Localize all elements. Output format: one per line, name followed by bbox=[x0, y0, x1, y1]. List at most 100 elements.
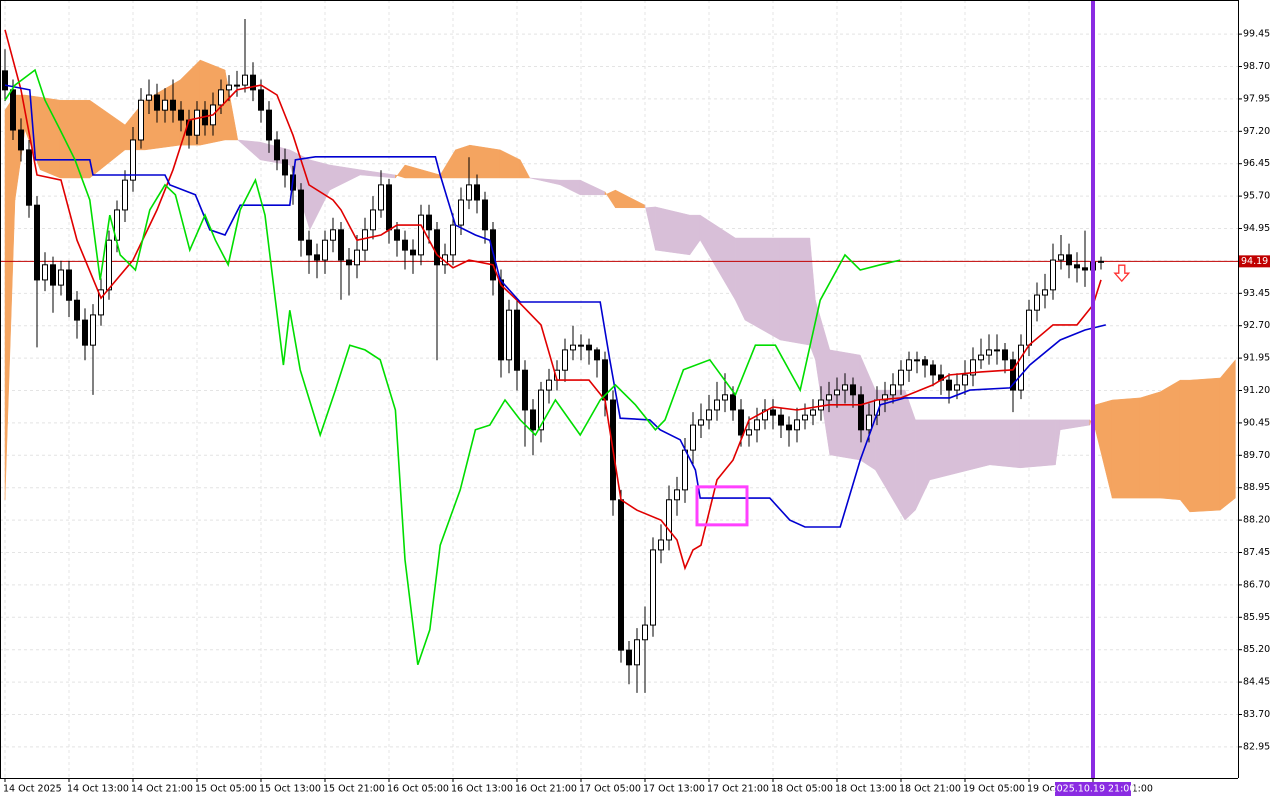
candle-body bbox=[1042, 289, 1048, 296]
candle-body bbox=[34, 204, 40, 281]
y-tick-label: 99.45 bbox=[1243, 29, 1270, 40]
signal-arrow bbox=[1113, 264, 1131, 283]
y-tick-label: 94.95 bbox=[1243, 223, 1270, 234]
candle-body bbox=[738, 409, 744, 436]
candle-body bbox=[682, 449, 688, 491]
y-tick-label: 92.70 bbox=[1243, 320, 1270, 331]
candle-body bbox=[842, 384, 848, 391]
candle-body bbox=[394, 229, 400, 241]
candle-body bbox=[466, 184, 472, 201]
candle-body bbox=[218, 89, 224, 106]
candle-body bbox=[298, 189, 304, 241]
candle-body bbox=[970, 359, 976, 376]
cloud-segment bbox=[989, 419, 1021, 469]
y-tick-label: 96.45 bbox=[1243, 158, 1270, 169]
y-tick-label: 91.95 bbox=[1243, 353, 1270, 364]
candle-body bbox=[818, 399, 824, 411]
candle-body bbox=[426, 214, 432, 231]
candle-body bbox=[906, 359, 912, 371]
y-tick-label: 97.95 bbox=[1243, 93, 1270, 104]
candle-body bbox=[578, 344, 584, 347]
candle-body bbox=[1002, 349, 1008, 361]
candle-body bbox=[834, 389, 840, 396]
x-tick-label: 18 Oct 05:00 bbox=[771, 784, 833, 795]
candle-body bbox=[762, 409, 768, 421]
x-tick-label: 16 Oct 13:00 bbox=[451, 784, 513, 795]
candle-body bbox=[994, 349, 1000, 352]
candle-body bbox=[546, 379, 552, 391]
candle-body bbox=[618, 499, 624, 651]
candle-body bbox=[722, 394, 728, 401]
y-tick-label: 89.70 bbox=[1243, 450, 1270, 461]
x-tick-label: 16 Oct 21:00 bbox=[515, 784, 577, 795]
candle-body bbox=[354, 249, 360, 266]
cloud-segment bbox=[519, 159, 531, 179]
candle-body bbox=[1018, 344, 1024, 391]
candle-body bbox=[1050, 259, 1056, 291]
x-tick-label: 18 Oct 21:00 bbox=[899, 784, 961, 795]
y-tick-label: 95.70 bbox=[1243, 191, 1270, 202]
candle-body bbox=[530, 409, 536, 431]
candle-body bbox=[90, 314, 96, 346]
candle-body bbox=[194, 109, 200, 136]
candle-body bbox=[986, 349, 992, 356]
candle-body bbox=[1066, 254, 1072, 266]
y-tick-label: 84.45 bbox=[1243, 677, 1270, 688]
candle-body bbox=[82, 319, 88, 346]
candle-body bbox=[338, 229, 344, 261]
cloud-segment bbox=[1159, 379, 1181, 501]
candle-body bbox=[946, 379, 952, 391]
indicator-line bbox=[4, 68, 901, 666]
y-tick-label: 85.95 bbox=[1243, 612, 1270, 623]
candle-body bbox=[930, 364, 936, 376]
candle-body bbox=[234, 84, 240, 87]
candle-body bbox=[786, 424, 792, 431]
candle-body bbox=[642, 624, 648, 641]
candle-body bbox=[330, 229, 336, 241]
candle-body bbox=[74, 299, 80, 321]
candle-body bbox=[282, 159, 288, 176]
cloud-segment bbox=[1189, 377, 1221, 513]
candle-body bbox=[266, 109, 272, 141]
cloud-segment bbox=[1179, 379, 1191, 513]
candle-body bbox=[674, 489, 680, 501]
candle-body bbox=[418, 214, 424, 256]
candle-body bbox=[1058, 254, 1064, 261]
y-tick-label: 91.20 bbox=[1243, 385, 1270, 396]
candle-body bbox=[514, 309, 520, 371]
cloud-segment bbox=[469, 144, 501, 179]
candle-body bbox=[666, 499, 672, 541]
cloud-segment bbox=[655, 206, 691, 256]
indicator-line bbox=[4, 29, 1102, 571]
indicator-line bbox=[4, 84, 1106, 528]
candle-body bbox=[122, 179, 128, 211]
candle-body bbox=[538, 389, 544, 431]
x-tick-label: 17 Oct 13:00 bbox=[643, 784, 705, 795]
candle-body bbox=[810, 409, 816, 416]
candle-body bbox=[66, 269, 72, 301]
time-marker-label: 2025.10.19 21:00 bbox=[1051, 784, 1136, 795]
candle-body bbox=[962, 374, 968, 386]
candle-body bbox=[850, 384, 856, 396]
candle-body bbox=[506, 309, 512, 361]
cloud-segment bbox=[455, 144, 471, 179]
y-tick-label: 98.70 bbox=[1243, 61, 1270, 72]
x-tick-label: 17 Oct 05:00 bbox=[579, 784, 641, 795]
candle-body bbox=[346, 259, 352, 266]
x-tick-label: 14 Oct 13:00 bbox=[67, 784, 129, 795]
cloud-segment bbox=[1111, 397, 1141, 499]
y-tick-label: 88.20 bbox=[1243, 515, 1270, 526]
candle-body bbox=[226, 84, 232, 91]
candle-body bbox=[362, 229, 368, 251]
candle-body bbox=[434, 229, 440, 266]
candle-body bbox=[650, 549, 656, 626]
x-tick-label: 17 Oct 21:00 bbox=[707, 784, 769, 795]
price-label: 94.19 bbox=[1241, 256, 1268, 267]
candle-body bbox=[594, 349, 600, 361]
candle-body bbox=[866, 414, 872, 431]
y-tick-label: 97.20 bbox=[1243, 126, 1270, 137]
candle-body bbox=[1034, 294, 1040, 311]
candle-body bbox=[26, 149, 32, 206]
y-tick-label: 82.95 bbox=[1243, 741, 1270, 752]
